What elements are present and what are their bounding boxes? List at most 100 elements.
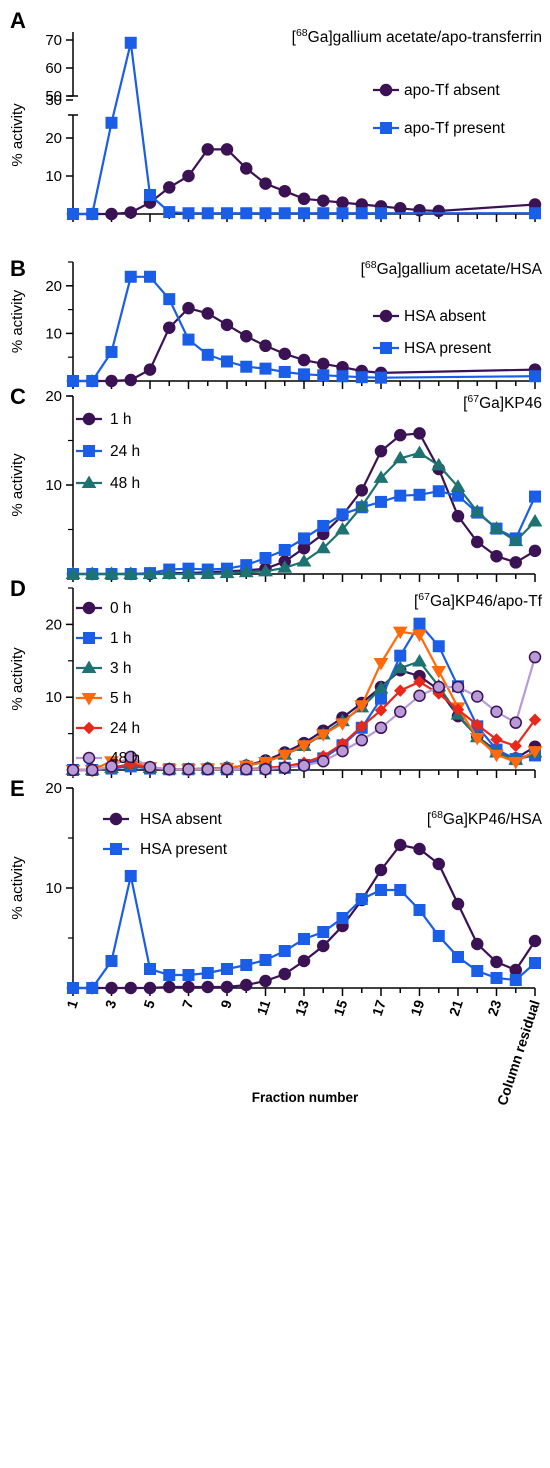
data-point (220, 763, 234, 776)
data-point (240, 162, 253, 175)
y-tick-label: 20 (45, 130, 62, 147)
data-point (277, 560, 293, 573)
y-tick-label: 60 (45, 60, 62, 77)
y-tick-label: 10 (45, 689, 62, 706)
data-point (278, 761, 291, 775)
data-point (201, 763, 214, 776)
legend-marker (109, 812, 123, 826)
data-point (317, 207, 330, 220)
data-point (317, 926, 330, 938)
data-point (529, 490, 541, 503)
data-point (105, 374, 118, 388)
data-point (220, 980, 234, 994)
data-point (86, 375, 99, 387)
data-point (105, 116, 118, 129)
data-point (86, 763, 99, 777)
panel-title: [68Ga]KP46/HSA (427, 809, 543, 828)
data-point (201, 348, 214, 361)
data-point (240, 978, 253, 992)
data-point (317, 369, 330, 382)
data-point (297, 353, 311, 367)
data-point (528, 934, 542, 948)
series-hsa-present (67, 870, 541, 994)
data-point (432, 204, 445, 218)
x-tick-label: 13 (292, 998, 312, 1018)
data-point (413, 675, 426, 689)
data-point (104, 566, 119, 579)
panel-title: [67Ga]KP46/apo-Tf (414, 591, 543, 610)
y-tick-label: 10 (45, 325, 62, 342)
data-point (412, 629, 427, 643)
data-point (297, 192, 311, 206)
data-point (431, 457, 447, 471)
x-tick-label: 19 (407, 998, 427, 1018)
data-point (297, 954, 311, 968)
legend-label: 3 h (110, 660, 132, 677)
data-point (490, 733, 503, 746)
data-point (182, 169, 195, 183)
data-point (259, 763, 272, 776)
data-point (124, 373, 137, 387)
data-point (451, 680, 465, 694)
data-point (298, 532, 310, 545)
x-tick-label: 15 (330, 998, 350, 1018)
title-text: Ga]KP46/HSA (443, 811, 543, 828)
data-point (375, 207, 387, 220)
data-point (163, 763, 176, 776)
data-point (529, 957, 541, 969)
data-point (508, 756, 524, 770)
data-point (528, 713, 542, 726)
series-48-h (66, 650, 542, 777)
data-point (317, 755, 330, 768)
data-point (296, 554, 312, 567)
y-tick-label: 20 (45, 388, 62, 405)
data-point (144, 189, 156, 201)
data-point (67, 982, 79, 994)
data-point (451, 897, 465, 911)
title-bracket: [ (361, 261, 366, 278)
panel-D: D [67Ga]KP46/apo-Tf 10 20 % activity 0 h 1 h 3 … (9, 576, 543, 778)
data-point (527, 746, 543, 759)
data-point (220, 318, 234, 332)
data-point (392, 660, 408, 674)
legend-label: 48 h (110, 475, 140, 492)
data-point (509, 974, 522, 986)
data-point (201, 207, 214, 220)
data-point (163, 980, 176, 994)
data-point (528, 544, 542, 558)
data-point (527, 514, 543, 527)
y-axis-title: % activity (9, 289, 26, 353)
legend-label: 0 h (110, 600, 132, 617)
data-point (161, 566, 177, 579)
title-isotope: 68 (431, 809, 443, 821)
data-point (432, 680, 445, 694)
data-point (432, 485, 445, 498)
data-point (336, 370, 349, 383)
data-point (355, 720, 368, 733)
data-point (355, 893, 368, 905)
data-point (509, 963, 522, 977)
data-point (298, 368, 310, 381)
data-point (469, 504, 485, 517)
data-point (65, 566, 81, 579)
y-axis-title: % activity (9, 453, 26, 517)
x-tick-label: 11 (254, 998, 274, 1017)
y-tick-label: 20 (45, 616, 62, 633)
legend-marker (82, 601, 96, 615)
data-point (528, 650, 542, 664)
data-point (142, 566, 158, 579)
legend-marker (83, 445, 95, 457)
data-point (259, 551, 272, 564)
data-point (123, 566, 139, 579)
title-bracket: [ (414, 593, 419, 610)
data-point (259, 954, 272, 966)
data-point (240, 330, 253, 343)
data-point (182, 969, 195, 981)
data-point (67, 375, 79, 387)
series-hsa-present (67, 270, 541, 387)
legend-marker (380, 342, 392, 354)
legend-marker (81, 693, 97, 706)
data-point (490, 705, 503, 719)
data-point (471, 535, 484, 549)
panel-letter: B (10, 256, 26, 281)
